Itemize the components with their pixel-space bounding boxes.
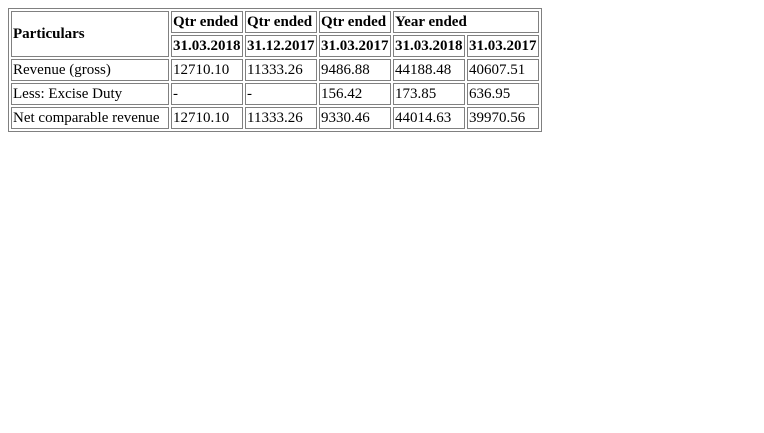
table-cell: - [245,83,317,105]
table-cell: 636.95 [467,83,539,105]
revenue-table: Particulars Qtr ended Qtr ended Qtr ende… [8,8,542,132]
table-cell: 11333.26 [245,107,317,129]
table-cell: 44188.48 [393,59,465,81]
row-label: Revenue (gross) [11,59,169,81]
header-date: 31.03.2017 [467,35,539,57]
header-group-qtr-3: Qtr ended [319,11,391,33]
header-date: 31.03.2018 [171,35,243,57]
table-cell: 39970.56 [467,107,539,129]
row-label: Net comparable revenue [11,107,169,129]
header-group-qtr-2: Qtr ended [245,11,317,33]
table-cell: 9486.88 [319,59,391,81]
header-date: 31.03.2017 [319,35,391,57]
header-row-groups: Particulars Qtr ended Qtr ended Qtr ende… [11,11,539,57]
financial-table-container: Particulars Qtr ended Qtr ended Qtr ende… [8,8,542,132]
table-cell: 11333.26 [245,59,317,81]
table-row: Less: Excise Duty - - 156.42 173.85 636.… [11,83,539,105]
table-cell: 9330.46 [319,107,391,129]
header-date: 31.12.2017 [245,35,317,57]
table-cell: 44014.63 [393,107,465,129]
row-label: Less: Excise Duty [11,83,169,105]
table-row: Net comparable revenue 12710.10 11333.26… [11,107,539,129]
header-group-year: Year ended [393,11,539,33]
table-row: Revenue (gross) 12710.10 11333.26 9486.8… [11,59,539,81]
header-date: 31.03.2018 [393,35,465,57]
table-cell: 40607.51 [467,59,539,81]
table-cell: - [171,83,243,105]
header-particulars: Particulars [11,11,169,57]
table-cell: 12710.10 [171,59,243,81]
table-cell: 173.85 [393,83,465,105]
table-cell: 12710.10 [171,107,243,129]
table-cell: 156.42 [319,83,391,105]
header-group-qtr-1: Qtr ended [171,11,243,33]
header-row-dates: 31.03.2018 31.12.2017 31.03.2017 31.03.2… [11,35,539,57]
